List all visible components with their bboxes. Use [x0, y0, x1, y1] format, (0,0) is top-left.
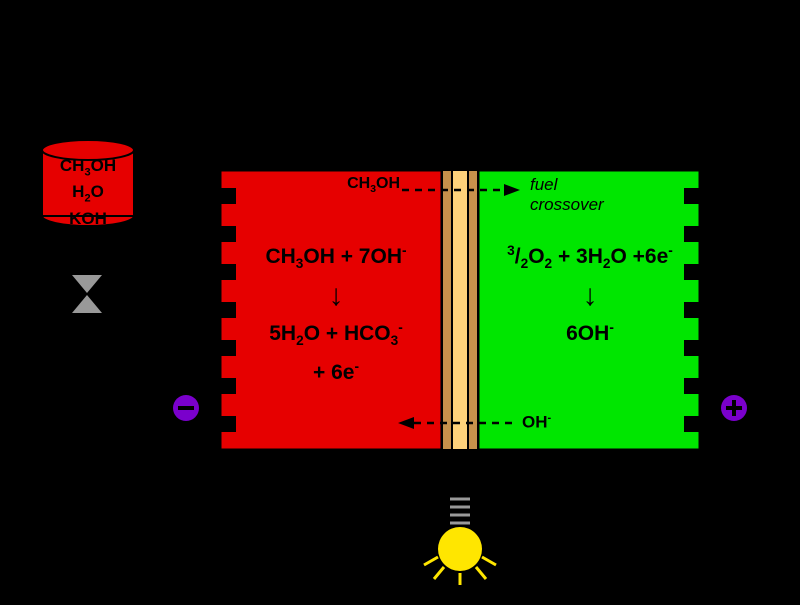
light-bulb-icon [420, 495, 500, 585]
fuel-tank-labels: CH3OH H2O KOH [42, 156, 134, 228]
crossover-label-left: CH3OH [330, 175, 400, 195]
anode-reaction: CH3OH + 7OH- ↓ 5H2O + HCO3-+ 6e- [236, 238, 436, 386]
membrane [442, 170, 478, 450]
crossover-note: fuelcrossover [530, 175, 604, 215]
pump-icon [72, 275, 102, 313]
crossover-arrow [402, 183, 522, 197]
ion-arrow [398, 416, 518, 430]
ion-label: OH- [522, 412, 551, 433]
terminal-minus [172, 394, 200, 422]
cathode-reaction: 3/2O2 + 3H2O +6e- ↓ 6OH- [490, 238, 690, 347]
terminal-plus [720, 394, 748, 422]
